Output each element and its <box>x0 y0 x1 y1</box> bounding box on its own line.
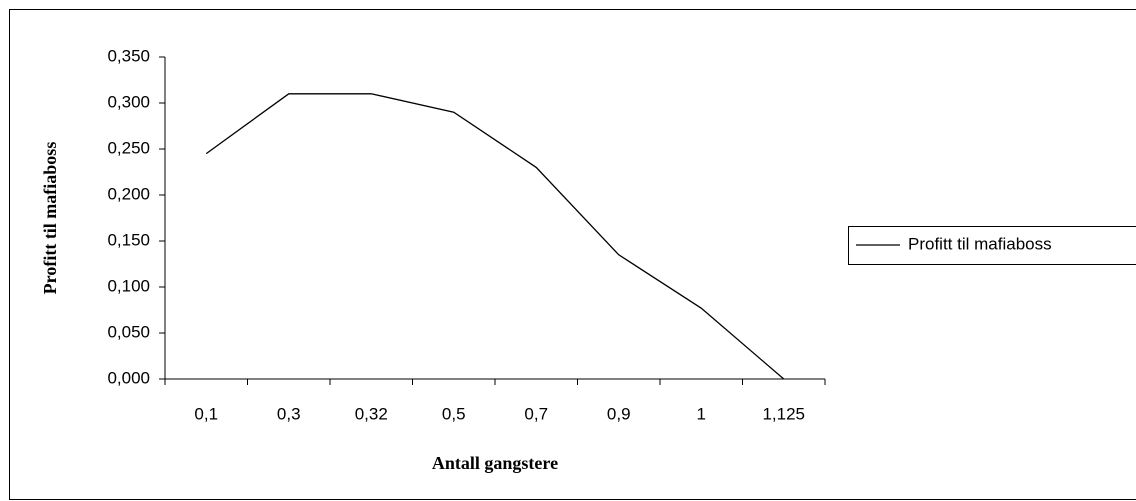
y-tick-label: 0,350 <box>107 46 150 65</box>
y-tick-label: 0,250 <box>107 138 150 157</box>
y-tick-label: 0,300 <box>107 92 150 111</box>
y-tick-label: 0,000 <box>107 368 150 387</box>
x-tick-label: 0,7 <box>524 404 548 423</box>
y-tick-label: 0,050 <box>107 322 150 341</box>
x-tick-label: 0,9 <box>607 404 631 423</box>
x-tick-label: 0,32 <box>355 404 388 423</box>
y-tick-label: 0,150 <box>107 230 150 249</box>
legend-label: Profitt til mafiaboss <box>908 234 1052 253</box>
y-tick-label: 0,100 <box>107 276 150 295</box>
x-tick-label: 0,1 <box>194 404 218 423</box>
x-tick-label: 0,5 <box>442 404 466 423</box>
x-tick-label: 1 <box>697 404 706 423</box>
data-line <box>205 93 785 380</box>
x-tick-label: 1,125 <box>762 404 805 423</box>
y-axis-title: Profitt til mafiaboss <box>40 142 60 295</box>
y-tick-label: 0,200 <box>107 184 150 203</box>
x-axis-title: Antall gangstere <box>432 453 558 473</box>
x-tick-label: 0,3 <box>277 404 301 423</box>
